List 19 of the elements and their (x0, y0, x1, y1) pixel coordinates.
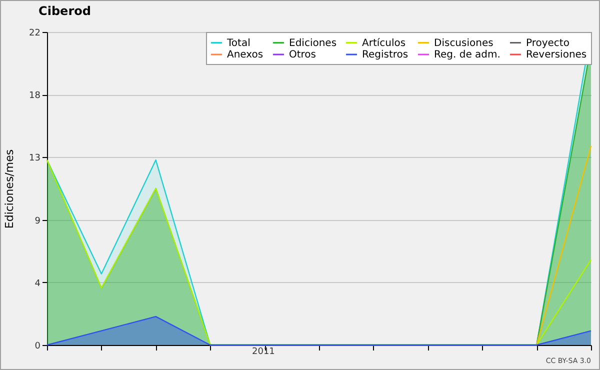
chart-title: Ciberod (38, 4, 91, 18)
legend-label: Artículos (362, 38, 406, 49)
legend-label: Discusiones (434, 38, 494, 49)
legend-label: Reversiones (526, 50, 587, 60)
legend-label: Reg. de adm. (434, 50, 500, 60)
legend-label: Ediciones (289, 38, 337, 49)
y-tick-label: 9 (34, 216, 41, 226)
y-tick-label: 18 (29, 91, 41, 102)
y-tick-label: 22 (29, 28, 40, 38)
legend-label: Anexos (227, 50, 264, 60)
legend-label: Total (226, 38, 250, 49)
y-tick-label: 0 (34, 342, 41, 352)
text: 2011 (252, 347, 275, 357)
legend-label: Proyecto (526, 38, 570, 49)
y-tick-label: 13 (29, 154, 40, 164)
legend-label: Otros (289, 50, 316, 60)
y-axis-title: Ediciones/mes (3, 149, 16, 229)
legend-label: Registros (362, 50, 408, 60)
y-tick-label: 4 (34, 278, 41, 289)
